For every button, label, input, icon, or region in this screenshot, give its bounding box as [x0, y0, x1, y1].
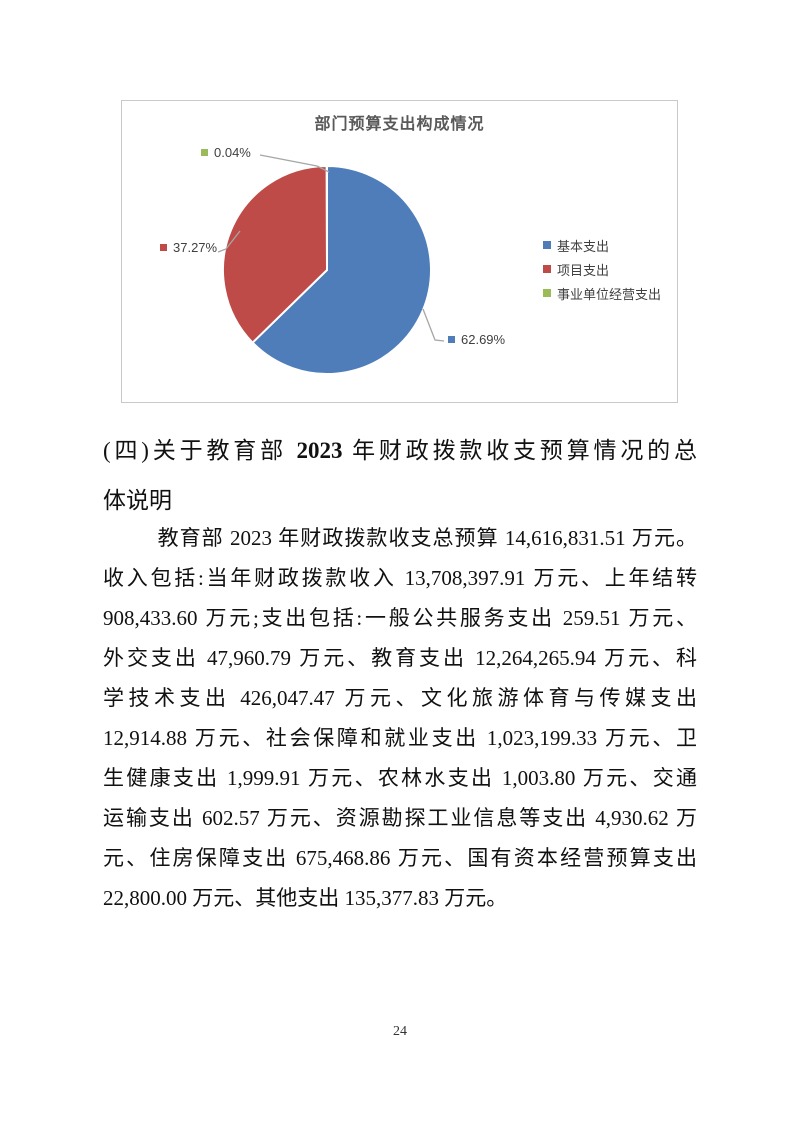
legend-label: 事业单位经营支出: [557, 286, 662, 302]
data-label-value: 37.27%: [173, 240, 218, 255]
paragraph-line: 收入包括:当年财政拨款收入 13,708,397.91 万元、上年结转: [103, 566, 697, 590]
green-square-icon: [201, 149, 208, 156]
chart-legend: 基本支出 项目支出 事业单位经营支出: [543, 233, 661, 305]
pie-slice-1: [222, 165, 328, 344]
red-square-icon: [160, 244, 167, 251]
data-label-project-expense: 37.27%: [160, 240, 217, 255]
pie-chart-figure: 部门预算支出构成情况 0.04% 37.27% 62.69% 基本支出: [121, 100, 678, 403]
legend-green-square-icon: [543, 289, 551, 297]
paragraph-line: 生健康支出 1,999.91 万元、农林水支出 1,003.80 万元、交通: [103, 766, 697, 790]
paragraph-line: 12,914.88 万元、社会保障和就业支出 1,023,199.33 万元、卫: [103, 726, 697, 750]
paragraph-line: 外交支出 47,960.79 万元、教育支出 12,264,265.94 万元、…: [103, 646, 697, 670]
pie-chart-canvas: [217, 154, 445, 375]
section-heading: (四)关于教育部 2023 年财政拨款收支预算情况的总 体说明: [103, 426, 697, 526]
legend-item-project-expense: 项目支出: [543, 257, 661, 281]
data-label-basic-expense: 62.69%: [448, 332, 505, 347]
legend-blue-square-icon: [543, 241, 551, 249]
chart-title: 部门预算支出构成情况: [314, 116, 485, 133]
data-label-other-expense: 0.04%: [201, 145, 251, 160]
paragraph-line: 学技术支出 426,047.47 万元、文化旅游体育与传媒支出: [103, 686, 697, 710]
paragraph-line: 908,433.60 万元;支出包括:一般公共服务支出 259.51 万元、: [103, 606, 697, 630]
heading-year: 2023: [296, 438, 343, 463]
paragraph-line: 教育部 2023 年财政拨款收支总预算 14,616,831.51 万元。: [157, 526, 697, 550]
body-paragraph: 教育部 2023 年财政拨款收支总预算 14,616,831.51 万元。 收入…: [103, 518, 697, 918]
paragraph-line: 元、住房保障支出 675,468.86 万元、国有资本经营预算支出: [103, 846, 697, 870]
page-number: 24: [393, 1024, 407, 1039]
legend-item-other-expense: 事业单位经营支出: [543, 281, 661, 305]
leader-line-other-expense: [259, 154, 330, 173]
legend-label: 基本支出: [557, 238, 610, 254]
heading-suffix: 年财政拨款收支预算情况的总: [342, 438, 698, 463]
leader-line-basic-expense: [422, 308, 445, 342]
legend-red-square-icon: [543, 265, 551, 273]
heading-prefix: (四)关于教育部: [103, 438, 297, 463]
blue-square-icon: [448, 336, 455, 343]
paragraph-line: 22,800.00 万元、其他支出 135,377.83 万元。: [103, 886, 508, 910]
data-label-value: 62.69%: [461, 332, 506, 347]
paragraph-line: 运输支出 602.57 万元、资源勘探工业信息等支出 4,930.62 万: [103, 806, 697, 830]
section-heading-line2: 体说明: [103, 488, 172, 513]
pie-slices: [222, 164, 432, 375]
pie-slice-0: [251, 165, 432, 375]
data-label-value: 0.04%: [214, 145, 251, 160]
legend-item-basic-expense: 基本支出: [543, 233, 661, 257]
leader-line-project-expense: [217, 230, 241, 253]
legend-label: 项目支出: [557, 262, 610, 278]
section-heading-line1: (四)关于教育部 2023 年财政拨款收支预算情况的总: [103, 426, 697, 476]
